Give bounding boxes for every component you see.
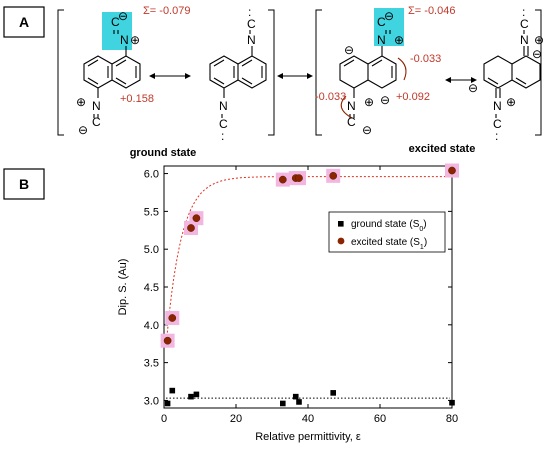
y-tick-label: 5.0 — [144, 244, 159, 256]
ground-state-point — [280, 400, 286, 407]
panel-b-label: B — [19, 176, 29, 192]
excited-sum-charge: Σ= -0.046 — [408, 5, 455, 17]
excited2-bottom-C: C — [493, 117, 502, 131]
excited-state-point — [192, 214, 201, 223]
excited1-bottom-minus: ⊖ — [362, 123, 372, 137]
excited1-ring-minus-left: ⊖ — [344, 43, 354, 57]
excited1-top-plus: ⊕ — [394, 33, 404, 47]
excited-state-point — [329, 171, 338, 180]
panel-a: A N C ⊖ ⊕ N ⊕ C ⊖ Σ= -0. — [3, 5, 544, 159]
ground-state-bracket — [57, 9, 275, 136]
ground1-bottom-N: N — [92, 99, 101, 113]
ground-state-point — [292, 393, 299, 400]
x-tick-label: 0 — [161, 413, 167, 425]
legend-excited-label: excited state (S1) — [351, 237, 427, 251]
y-tick-label: 4.5 — [144, 282, 159, 294]
x-axis-label: Relative permittivity, ε — [255, 431, 361, 443]
legend-ground-label: ground state (S0) — [351, 219, 427, 233]
ground-ring-charge: +0.158 — [120, 93, 154, 105]
ground2-top-colon: : — [248, 5, 251, 19]
ground1-bottom-C: C — [92, 115, 101, 129]
excited1-top-N: N — [377, 33, 386, 47]
excited-fit-curve — [166, 176, 452, 337]
y-tick-label: 3.0 — [144, 395, 159, 407]
legend-excited-marker — [337, 237, 345, 245]
excited2-ring-minus-right: ⊖ — [532, 47, 542, 61]
y-tick-label: 5.5 — [144, 206, 159, 218]
legend-box — [328, 211, 446, 253]
excited2-ring-minus-left: ⊖ — [468, 81, 478, 95]
ground2-bottom-C: C — [219, 117, 228, 131]
ground-sum-charge: Σ= -0.079 — [143, 5, 190, 17]
ground2-bottom-N: N — [219, 99, 228, 113]
ground-state-point — [169, 387, 176, 394]
excited-state-point — [168, 314, 177, 322]
excited-state-point — [295, 174, 303, 182]
ground-state-label: ground state — [130, 147, 197, 159]
excited-highlight — [374, 8, 404, 46]
excited2-top-C: C — [520, 17, 529, 31]
excited2-top-N: N — [520, 33, 529, 47]
ground-state-point — [188, 393, 194, 400]
ground1-bottom-plus: ⊕ — [76, 95, 86, 109]
panel-a-label-box — [3, 6, 45, 38]
y-tick-label: 4.0 — [144, 320, 159, 332]
x-tick-label: 80 — [446, 413, 458, 425]
excited-right-charge: +0.092 — [396, 91, 430, 103]
molecule-excited-2 — [483, 30, 541, 118]
ground2-bottom-colon: : — [221, 129, 224, 143]
excited-state-point — [448, 166, 456, 175]
molecule-excited-1 — [339, 30, 407, 119]
ground1-top-minus: ⊖ — [118, 9, 128, 23]
ground1-top-plus: ⊕ — [130, 33, 140, 47]
ground-state-point — [164, 400, 171, 407]
molecule-ground-2 — [209, 30, 267, 118]
x-tick-label: 40 — [302, 413, 314, 425]
excited-top-charge: -0.033 — [410, 53, 441, 65]
excited1-bottom-C: C — [347, 115, 356, 129]
ground1-bottom-minus: ⊖ — [78, 123, 88, 137]
dipole-chart: 0 20 40 60 80 3.0 3.5 4.0 4.5 5.0 5.5 6.0 Relative p… — [117, 163, 459, 443]
panel-b-label-box — [3, 168, 45, 200]
excited2-top-colon: : — [522, 5, 525, 19]
ground-state-point — [193, 391, 200, 398]
panel-b: B 0 20 40 60 80 3.0 3.5 4.0 4.5 5.0 5.5 6.0 Relative… — [3, 163, 459, 443]
excited1-top-C: C — [377, 15, 386, 29]
excited2-bottom-colon: : — [495, 129, 498, 143]
x-tick-label: 60 — [374, 413, 386, 425]
excited2-top-plus: ⊕ — [534, 33, 544, 47]
y-tick-label: 3.5 — [144, 358, 159, 370]
excited1-top-minus: ⊖ — [384, 9, 394, 23]
excited1-bottom-plus: ⊕ — [364, 95, 374, 109]
excited-state-label: excited state — [409, 143, 476, 155]
x-tick-label: 20 — [230, 413, 242, 425]
excited-state-bracket — [315, 9, 542, 136]
excited2-bottom-N: N — [493, 99, 502, 113]
y-tick-label: 6.0 — [144, 169, 159, 181]
excited-left-charge: -0.033 — [315, 91, 346, 103]
excited2-bottom-plus: ⊕ — [506, 95, 516, 109]
ground-state-point — [296, 399, 302, 405]
plot-frame — [163, 165, 453, 409]
y-axis-label: Dip. S. (Au) — [117, 259, 129, 316]
ground2-top-C: C — [247, 17, 256, 31]
excited-state-point — [163, 336, 172, 345]
ground-state-point — [330, 390, 336, 396]
panel-a-label: A — [19, 14, 29, 30]
legend-ground-marker — [338, 221, 344, 227]
molecule-ground-1 — [83, 30, 141, 118]
ground1-top-N: N — [120, 33, 129, 47]
excited1-bottom-N: N — [347, 99, 356, 113]
excited1-ring-minus-right: ⊖ — [380, 93, 390, 107]
ground2-top-N: N — [247, 33, 256, 47]
ground-highlight — [102, 12, 132, 50]
ground1-top-C: C — [111, 15, 120, 29]
ground-state-point — [449, 399, 455, 406]
excited-state-point — [187, 224, 195, 232]
excited-state-point — [278, 175, 287, 184]
